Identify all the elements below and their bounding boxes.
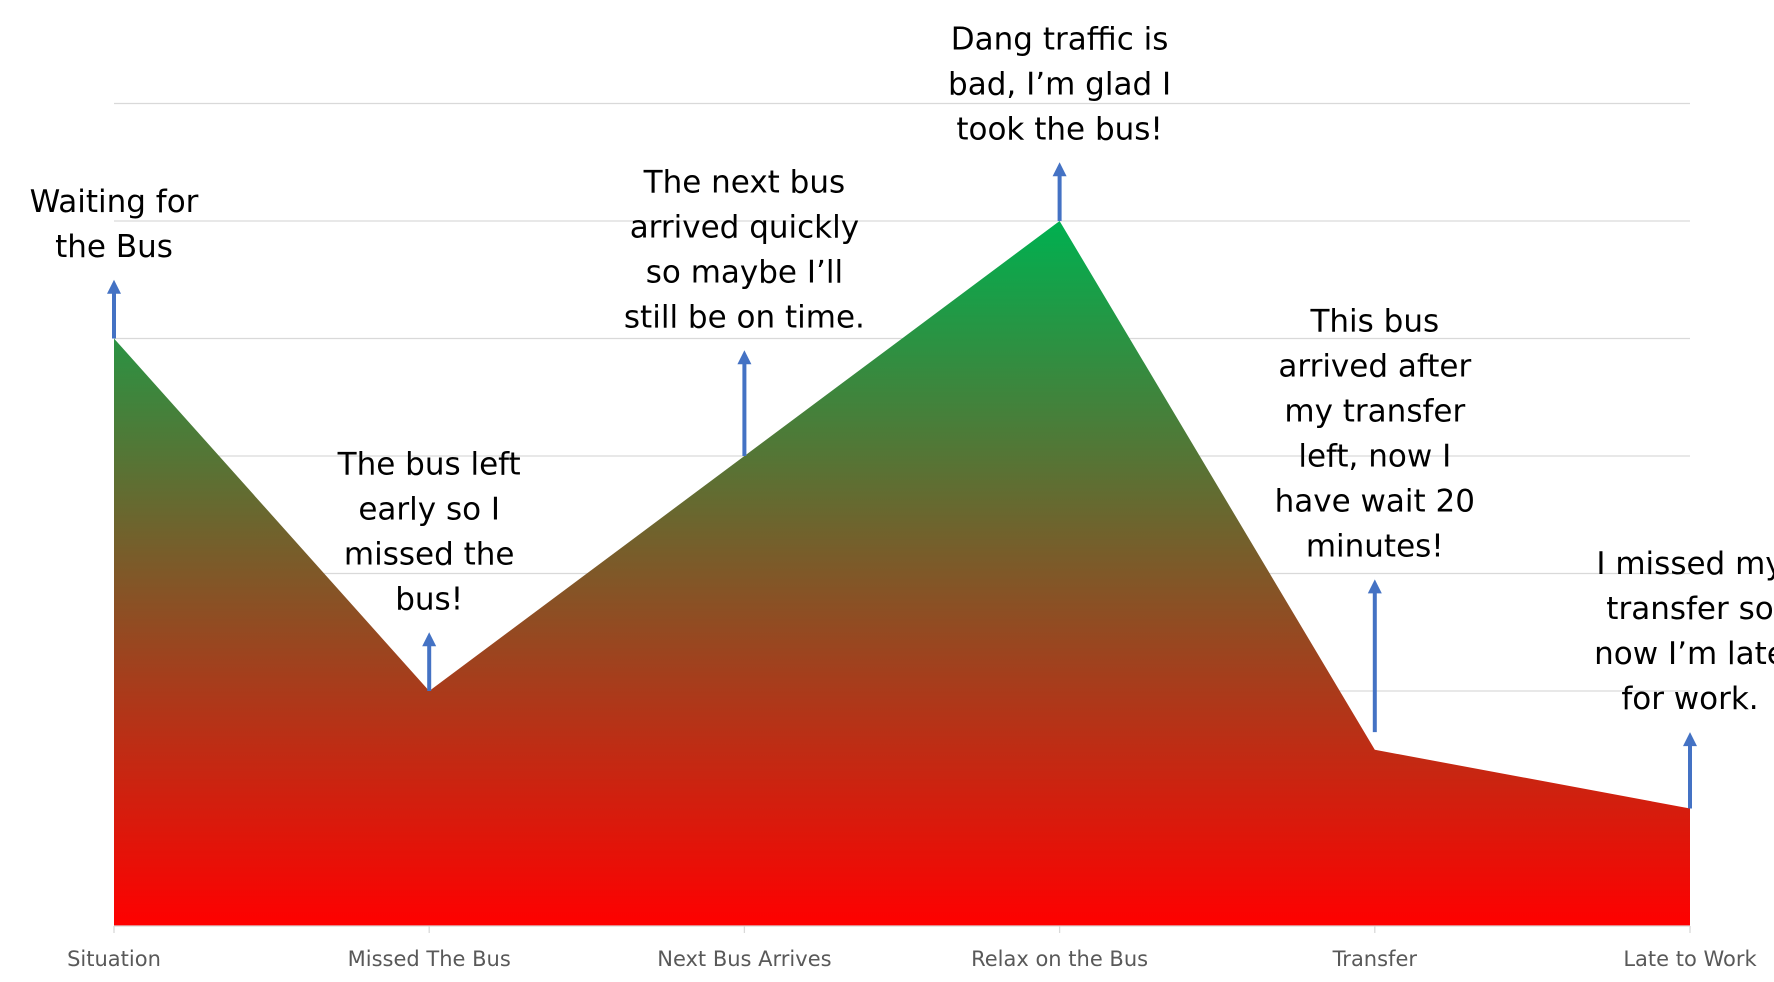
annotation-line: Dang traffic is — [951, 21, 1169, 57]
arrow-head — [1052, 162, 1067, 177]
annotation-line: my transfer — [1284, 393, 1465, 429]
x-tick-label: Situation — [67, 947, 161, 971]
annotation-line: took the bus! — [956, 111, 1163, 147]
x-axis: Situation Missed The Bus Next Bus Arrives R… — [67, 925, 1757, 971]
x-tick-label: Missed The Bus — [348, 947, 511, 971]
x-tick-label: Late to Work — [1623, 947, 1757, 971]
annotation-line: This bus — [1309, 303, 1439, 339]
annotations: Waiting for the Bus The bus left early so I… — [30, 21, 1774, 717]
annotation-line: minutes! — [1306, 528, 1444, 564]
arrow-head — [1367, 579, 1382, 594]
area-series — [114, 221, 1690, 926]
annotation-line: now I’m late — [1594, 636, 1774, 672]
annotation-text: The next bus arrived quickly so maybe I’ll… — [624, 164, 865, 335]
annotation-arrow — [107, 279, 121, 339]
annotation-line: bus! — [395, 581, 463, 617]
annotation-line: missed the — [344, 536, 515, 572]
x-tick-label: Next Bus Arrives — [657, 947, 831, 971]
arrow-head — [422, 632, 437, 647]
annotation-text: I missed my transfer so now I’m late for wo… — [1594, 546, 1774, 717]
annotation-line: left, now I — [1298, 438, 1451, 474]
arrow-head — [1683, 732, 1697, 747]
annotation-line: have wait 20 — [1275, 483, 1475, 519]
annotation-line: early so I — [358, 491, 500, 527]
annotation-arrows — [107, 162, 1697, 809]
x-tick-label: Relax on the Bus — [971, 947, 1148, 971]
annotation-arrow — [1052, 162, 1067, 221]
arrow-head — [107, 279, 121, 294]
annotation-line: arrived after — [1278, 348, 1471, 384]
annotation-arrow — [1367, 579, 1382, 733]
annotation-line: still be on time. — [624, 299, 865, 335]
annotation-arrow — [422, 632, 437, 691]
annotation-line: The bus left — [337, 446, 521, 482]
annotation-arrow — [737, 350, 752, 456]
annotation-line: so maybe I’ll — [646, 254, 843, 290]
x-tick-label: Transfer — [1332, 947, 1418, 971]
annotation-line: the Bus — [55, 229, 173, 265]
annotation-text: The bus left early so I missed the bus! — [337, 446, 521, 617]
annotation-line: The next bus — [643, 164, 846, 200]
annotation-text: This bus arrived after my transfer left, no… — [1275, 303, 1475, 564]
annotation-line: for work. — [1621, 681, 1758, 717]
annotation-text: Waiting for the Bus — [30, 184, 199, 265]
area-series-fill — [114, 221, 1690, 926]
arrow-head — [737, 350, 752, 365]
annotation-line: I missed my — [1596, 546, 1774, 582]
annotation-line: transfer so — [1606, 591, 1773, 627]
annotation-line: Waiting for — [30, 184, 199, 220]
annotation-line: arrived quickly — [630, 209, 859, 245]
annotation-line: bad, I’m glad I — [948, 66, 1171, 102]
annotation-text: Dang traffic is bad, I’m glad I took the b… — [948, 21, 1171, 147]
annotation-arrow — [1683, 732, 1697, 809]
